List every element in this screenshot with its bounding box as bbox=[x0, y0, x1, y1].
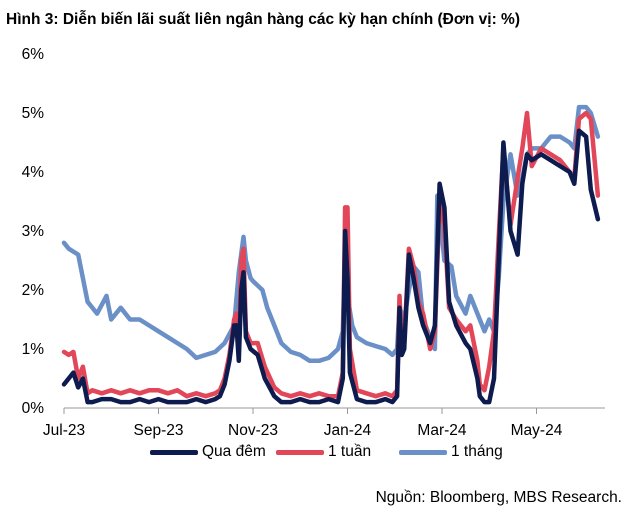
x-tick-label: Jan-24 bbox=[324, 422, 372, 439]
legend-item-qua-dem: Qua đêm bbox=[150, 442, 266, 462]
y-tick-label: 4% bbox=[22, 164, 45, 181]
legend-swatch-1-tuan bbox=[276, 449, 324, 455]
x-axis: Jul-23 Sep-23 Nov-23 Jan-24 Mar-24 May-24 bbox=[43, 407, 605, 439]
source-note: Nguồn: Bloomberg, MBS Research. bbox=[375, 489, 622, 506]
y-tick-label: 5% bbox=[22, 105, 45, 122]
series-line-1-tháng bbox=[61, 104, 601, 364]
y-tick-label: 0% bbox=[22, 400, 45, 417]
legend-label-1-tuan: 1 tuần bbox=[328, 443, 372, 460]
legend-item-1-tuan: 1 tuần bbox=[276, 442, 371, 462]
y-axis: 0% 1% 2% 3% 4% 5% 6% bbox=[22, 46, 45, 417]
legend-label-1-thang: 1 tháng bbox=[451, 443, 503, 460]
legend-swatch-qua-dem bbox=[150, 449, 198, 455]
x-tick-label: May-24 bbox=[511, 422, 563, 439]
y-tick-label: 2% bbox=[22, 282, 45, 299]
x-tick-label: Nov-23 bbox=[228, 422, 278, 439]
legend-label-qua-dem: Qua đêm bbox=[202, 443, 266, 460]
series-layer bbox=[61, 104, 601, 405]
y-tick-label: 1% bbox=[22, 341, 45, 358]
chart-title: Hình 3: Diễn biến lãi suất liên ngân hàn… bbox=[6, 11, 520, 28]
x-tick-label: Mar-24 bbox=[417, 422, 466, 439]
series-line-qua-đêm bbox=[61, 128, 601, 405]
x-tick-label: Sep-23 bbox=[134, 422, 184, 439]
y-tick-label: 3% bbox=[22, 223, 45, 240]
x-tick-label: Jul-23 bbox=[43, 422, 85, 439]
legend-swatch-1-thang bbox=[399, 449, 447, 455]
legend-item-1-thang: 1 tháng bbox=[399, 442, 503, 462]
y-tick-label: 6% bbox=[22, 46, 45, 63]
